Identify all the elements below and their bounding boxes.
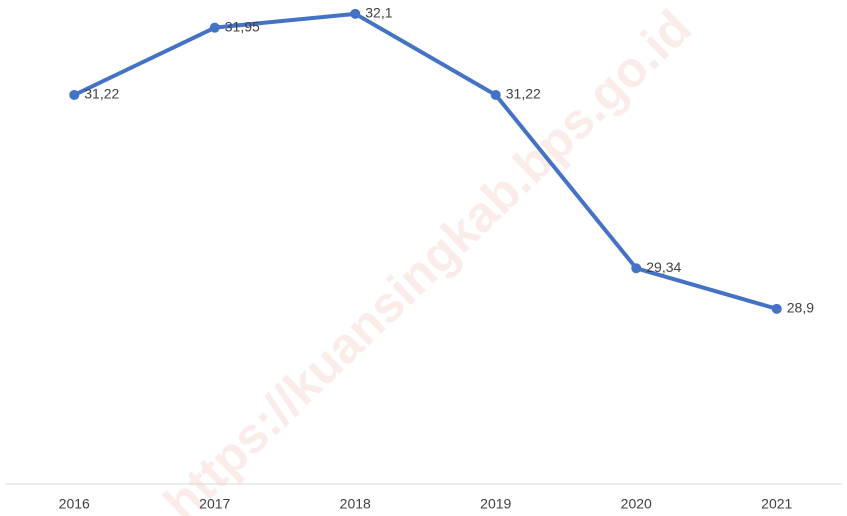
data-label: 32,1 <box>365 5 392 21</box>
marker <box>209 22 220 33</box>
x-tick-label: 2021 <box>761 496 792 512</box>
data-label: 29,34 <box>646 259 681 275</box>
data-label: 31,22 <box>506 86 541 102</box>
x-tick-label: 2020 <box>621 496 652 512</box>
x-tick-label: 2018 <box>340 496 371 512</box>
marker <box>771 303 782 314</box>
data-label: 28,9 <box>787 300 814 316</box>
data-label: 31,22 <box>84 86 119 102</box>
marker <box>490 89 501 100</box>
x-tick-label: 2017 <box>199 496 230 512</box>
watermark: https://kuansingkab.bps.go.id <box>153 0 701 516</box>
marker <box>69 89 80 100</box>
data-label: 31,95 <box>225 18 260 34</box>
line <box>73 11 778 311</box>
x-tick-label: 2016 <box>59 496 90 512</box>
x-tick-label: 2019 <box>480 496 511 512</box>
marker <box>350 8 361 19</box>
marker <box>631 263 642 274</box>
